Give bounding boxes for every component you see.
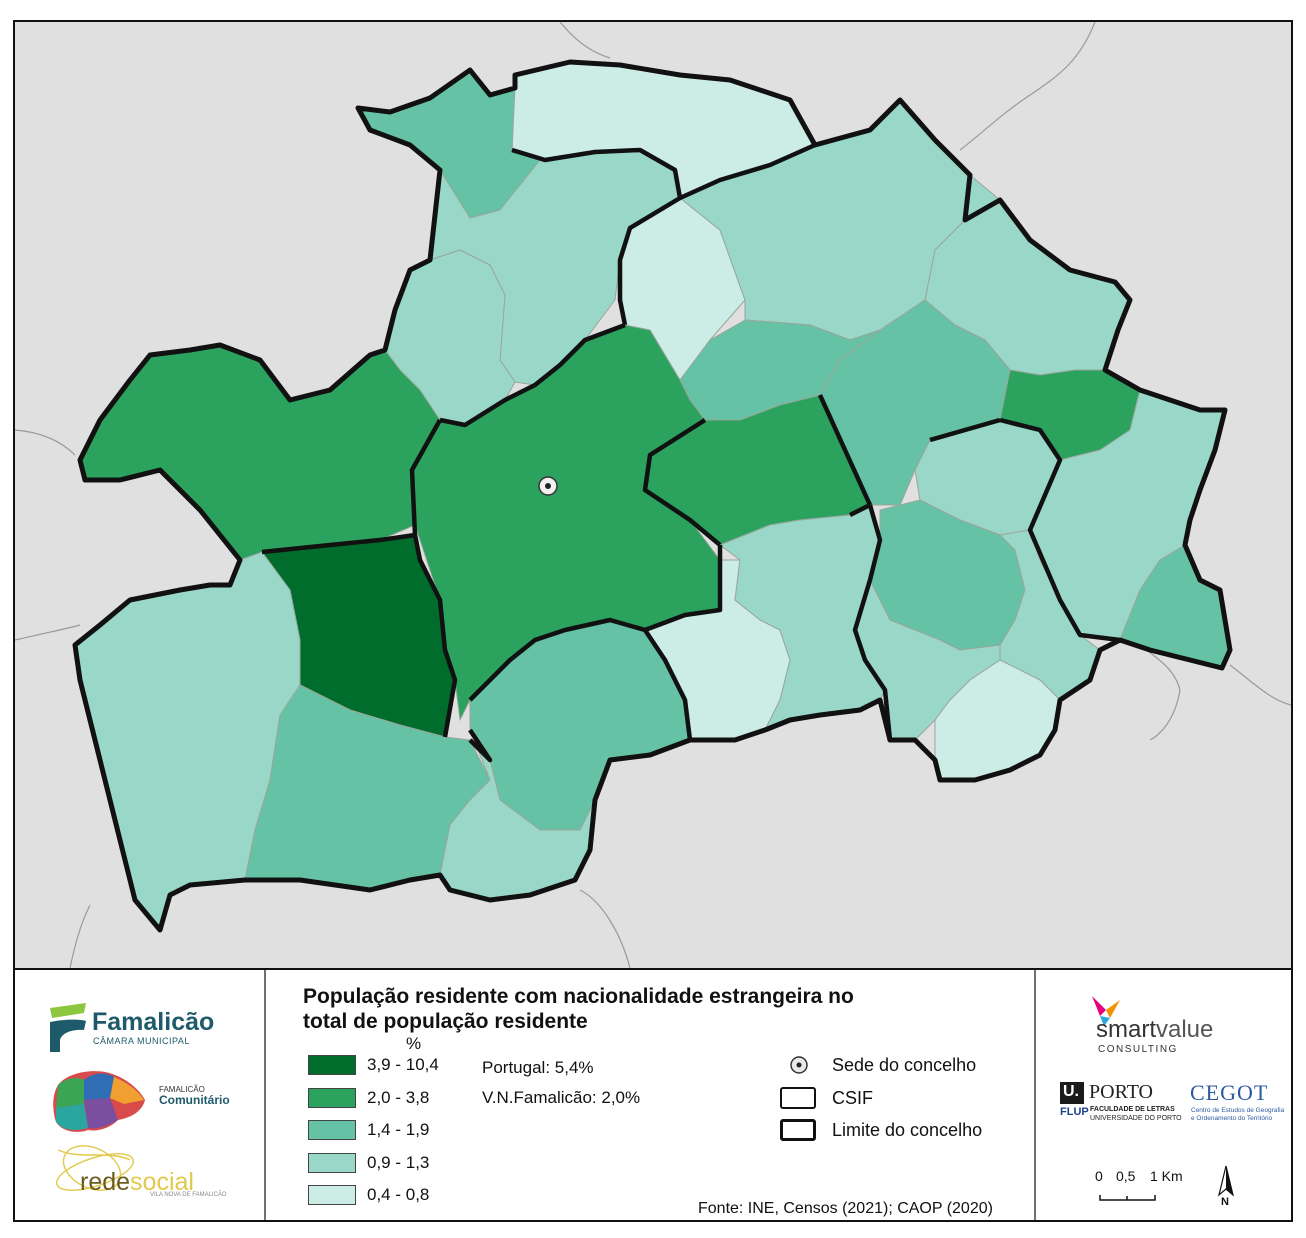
cegot-text: CEGOT [1190, 1080, 1269, 1105]
smartvalue-b: value [1156, 1016, 1214, 1043]
csif-boundaries [261, 142, 1223, 763]
smartvalue-sub: CONSULTING [1098, 1044, 1178, 1055]
cegot-line1: Centro de Estudos de Geografia [1191, 1107, 1285, 1114]
neighbour-boundaries [14, 21, 1292, 969]
sede-do-concelho-marker [538, 476, 558, 496]
legend-unit: % [406, 1034, 422, 1053]
legend-class-label-2: 2,0 - 3,8 [367, 1088, 430, 1107]
portugal-stat: Portugal: 5,4% [482, 1058, 594, 1077]
legend-title: População residente com nacionalidade es… [303, 984, 1003, 1034]
smartvalue-a: smart [1096, 1016, 1156, 1043]
legend-swatch-4 [308, 1153, 356, 1173]
legend-class-4: 0,9 - 1,3 [308, 1151, 429, 1175]
cegot-line2: e Ordenamento do Território [1191, 1115, 1273, 1122]
comunitario-small: FAMALICÃO [159, 1085, 205, 1094]
legend-limite: Limite do concelho [780, 1117, 982, 1143]
flup-line2: UNIVERSIDADE DO PORTO [1090, 1115, 1182, 1122]
legend-title-line2: total de população residente [303, 1010, 588, 1033]
famalicao-logo-sub: CÂMARA MUNICIPAL [93, 1036, 190, 1046]
vnf-stat: V.N.Famalicão: 2,0% [482, 1088, 641, 1107]
redesocial-b: social [130, 1168, 194, 1196]
north-label: N [1221, 1196, 1229, 1208]
smartvalue-logo-mark [1092, 996, 1120, 1026]
source-note: Fonte: INE, Censos (2021); CAOP (2020) [698, 1200, 993, 1217]
legend-swatch-2 [308, 1088, 356, 1108]
legend-title-line1: População residente com nacionalidade es… [303, 985, 854, 1008]
legend-class-5: 0,4 - 0,8 [308, 1183, 429, 1207]
legend-csif-box [780, 1087, 816, 1109]
legend-csif: CSIF [780, 1085, 873, 1111]
scale-bar [1099, 1195, 1156, 1201]
legend-class-2: 2,0 - 3,8 [308, 1086, 429, 1110]
legend-class-label-1: 3,9 - 10,4 [367, 1055, 439, 1074]
uporto-u: U. [1063, 1083, 1079, 1100]
legend-csif-label: CSIF [832, 1087, 874, 1108]
redesocial-sub: VILA NOVA DE FAMALICÃO [150, 1192, 227, 1198]
uporto-text: PORTO [1089, 1081, 1154, 1103]
uporto-box [1060, 1082, 1084, 1104]
scale-tick-1: 0,5 [1116, 1168, 1136, 1184]
municipality-limit [72, 59, 1233, 933]
legend-swatch-1 [308, 1055, 356, 1075]
redesocial-logo-mark [56, 1145, 134, 1191]
redesocial-a: rede [80, 1168, 131, 1196]
legend-limite-label: Limite do concelho [832, 1119, 983, 1140]
legend-sede: Sede do concelho [832, 1052, 976, 1078]
scale-tick-2: 1 Km [1150, 1168, 1183, 1184]
legend-swatch-3 [308, 1120, 356, 1140]
legend-class-3: 1,4 - 1,9 [308, 1118, 429, 1142]
smartvalue-logo-text: smartvalue [1096, 1016, 1213, 1044]
flup-line1: FACULDADE DE LETRAS [1090, 1106, 1175, 1113]
comunitario-logo-mark [53, 1071, 145, 1132]
legend-class-1: 3,9 - 10,4 [308, 1053, 439, 1077]
parishes [74, 61, 1231, 931]
legend-swatch-5 [308, 1185, 356, 1205]
legend-limite-box [780, 1119, 816, 1141]
legend-sede-label: Sede do concelho [832, 1054, 977, 1075]
legend-sede-icon [790, 1056, 808, 1074]
comunitario-text: Comunitário [159, 1093, 230, 1107]
redesocial-logo-text: redesocial [80, 1168, 194, 1197]
legend-class-label-3: 1,4 - 1,9 [367, 1120, 430, 1139]
famalicao-logo-text: Famalicão [92, 1008, 215, 1036]
scale-tick-0: 0 [1095, 1168, 1103, 1184]
legend-class-label-5: 0,4 - 0,8 [367, 1185, 430, 1204]
north-arrow-icon [1217, 1165, 1235, 1197]
flup-text: FLUP [1060, 1106, 1089, 1118]
legend-class-label-4: 0,9 - 1,3 [367, 1153, 430, 1172]
famalicao-logo-mark [50, 1003, 86, 1052]
